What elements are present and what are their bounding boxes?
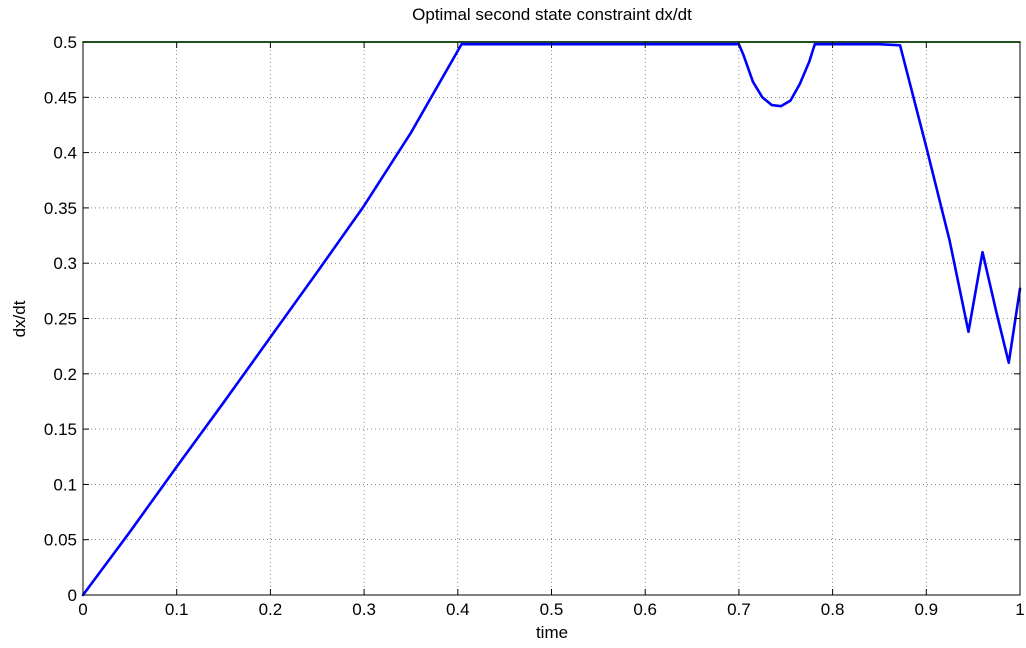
x-tick-label: 0.6 — [633, 600, 657, 619]
x-tick-label: 0.8 — [821, 600, 845, 619]
y-tick-label: 0 — [68, 586, 77, 605]
y-tick-label: 0.05 — [44, 531, 77, 550]
x-axis-label: time — [536, 623, 568, 642]
x-tick-label: 0.5 — [540, 600, 564, 619]
y-tick-label: 0.2 — [53, 365, 77, 384]
x-tick-label: 1 — [1015, 600, 1024, 619]
x-tick-label: 0 — [78, 600, 87, 619]
y-tick-label: 0.35 — [44, 199, 77, 218]
y-tick-label: 0.5 — [53, 33, 77, 52]
x-tick-label: 0.9 — [914, 600, 938, 619]
x-tick-label: 0.7 — [727, 600, 751, 619]
y-tick-label: 0.25 — [44, 310, 77, 329]
chart-title: Optimal second state constraint dx/dt — [412, 5, 692, 24]
x-tick-label: 0.2 — [259, 600, 283, 619]
ticks: 0 0.1 0.2 0.3 0.4 0.5 0.6 0.7 0.8 0.9 1 0 0.05 0.1 0.1… — [44, 33, 1025, 619]
y-tick-label: 0.15 — [44, 420, 77, 439]
grid — [83, 42, 1020, 595]
y-tick-label: 0.4 — [53, 144, 77, 163]
x-tick-label: 0.1 — [165, 600, 189, 619]
y-tick-label: 0.3 — [53, 254, 77, 273]
x-tick-label: 0.4 — [446, 600, 470, 619]
series-line-0 — [81, 42, 1022, 597]
y-tick-label: 0.45 — [44, 88, 77, 107]
y-tick-label: 0.1 — [53, 475, 77, 494]
y-axis-label: dx/dt — [10, 300, 29, 337]
x-tick-label: 0.3 — [352, 600, 376, 619]
